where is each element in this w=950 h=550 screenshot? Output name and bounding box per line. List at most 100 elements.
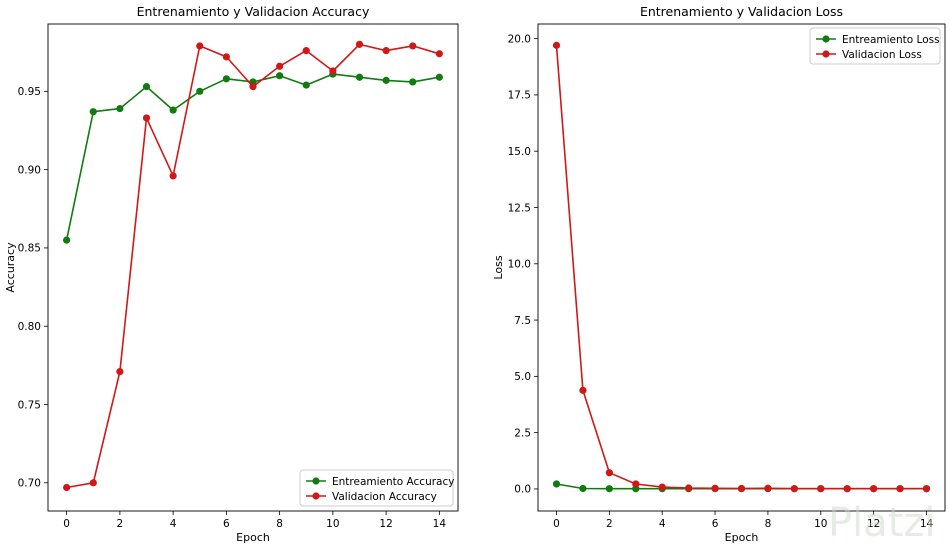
data-point bbox=[382, 76, 390, 84]
data-point bbox=[196, 87, 204, 95]
x-tick-label: 12 bbox=[379, 518, 392, 530]
y-tick-label: 5.0 bbox=[514, 371, 531, 383]
data-point bbox=[896, 485, 904, 493]
y-tick-label: 20.0 bbox=[508, 33, 531, 45]
data-point bbox=[605, 485, 613, 493]
x-tick-label: 14 bbox=[433, 518, 447, 530]
legend-marker bbox=[822, 50, 830, 58]
data-point bbox=[302, 47, 310, 55]
legend-marker bbox=[312, 477, 320, 485]
series-line bbox=[555, 45, 927, 490]
data-point bbox=[870, 485, 878, 493]
data-point bbox=[922, 485, 931, 493]
x-tick-label: 0 bbox=[63, 518, 70, 530]
data-point bbox=[276, 62, 284, 70]
data-point bbox=[409, 42, 417, 50]
legend: Entreamiento Accuracy Validacion Accuracy bbox=[299, 469, 454, 507]
x-tick-label: 6 bbox=[223, 518, 230, 530]
data-point bbox=[222, 53, 230, 61]
x-tick-label: 10 bbox=[326, 518, 339, 530]
data-point bbox=[658, 483, 666, 491]
legend-marker bbox=[822, 35, 830, 43]
series-training bbox=[63, 70, 443, 244]
data-point bbox=[142, 83, 151, 91]
data-point bbox=[409, 78, 417, 86]
data-point bbox=[302, 81, 310, 89]
data-point bbox=[552, 480, 561, 488]
data-point bbox=[579, 386, 587, 394]
x-tick-label: 0 bbox=[553, 518, 560, 530]
legend-label: Entreamiento Accuracy bbox=[332, 476, 454, 488]
data-point bbox=[764, 484, 772, 492]
y-tick-label: 0.90 bbox=[18, 164, 41, 176]
plot-frame bbox=[47, 23, 459, 512]
data-point bbox=[116, 104, 124, 113]
data-point bbox=[116, 368, 124, 376]
data-point bbox=[632, 480, 640, 488]
data-point bbox=[790, 485, 798, 493]
y-tick-label: 10.0 bbox=[508, 259, 531, 271]
x-tick-label: 10 bbox=[814, 518, 827, 530]
data-point bbox=[605, 469, 613, 477]
data-point bbox=[355, 73, 364, 81]
data-point bbox=[196, 42, 204, 50]
chart-title: Entrenamiento y Validacion Loss bbox=[640, 4, 843, 19]
y-tick-label: 12.5 bbox=[508, 202, 531, 214]
data-point bbox=[89, 479, 97, 487]
data-point bbox=[222, 75, 230, 83]
data-point bbox=[169, 106, 177, 114]
y-tick-label: 0.75 bbox=[18, 399, 41, 411]
y-tick-label: 0.70 bbox=[18, 478, 41, 490]
data-point bbox=[63, 483, 71, 492]
chart-title: Entrenamiento y Validacion Accuracy bbox=[137, 4, 370, 19]
x-tick-label: 2 bbox=[606, 518, 613, 530]
data-point bbox=[355, 40, 364, 48]
data-point bbox=[63, 236, 71, 244]
data-point bbox=[435, 73, 443, 81]
x-tick-label: 4 bbox=[170, 518, 177, 530]
y-tick-label: 7.5 bbox=[514, 315, 531, 327]
x-tick-label: 4 bbox=[659, 518, 666, 530]
legend-box bbox=[299, 469, 454, 507]
y-tick-label: 15.0 bbox=[508, 146, 531, 158]
y-tick-label: 0.85 bbox=[18, 243, 41, 255]
x-tick-label: 14 bbox=[920, 518, 934, 530]
data-point bbox=[382, 47, 390, 55]
chart-accuracy: Entrenamiento y Validacion Accuracy 0 2 4 6 8… bbox=[4, 4, 459, 544]
data-point bbox=[249, 83, 257, 91]
y-tick-label: 0.80 bbox=[18, 321, 41, 333]
data-point bbox=[737, 484, 746, 493]
legend-label: Validacion Accuracy bbox=[332, 491, 437, 503]
legend-marker bbox=[312, 492, 320, 500]
data-point bbox=[169, 172, 177, 180]
legend-label: Validacion Loss bbox=[842, 49, 922, 61]
data-point bbox=[329, 67, 337, 75]
data-point bbox=[685, 484, 693, 492]
y-tick-label: 0.95 bbox=[18, 86, 41, 98]
legend: Entreamiento Loss Validacion Loss bbox=[809, 27, 941, 65]
x-axis-label: Epoch bbox=[725, 531, 759, 544]
data-point bbox=[817, 485, 825, 493]
data-point bbox=[142, 114, 151, 122]
watermark: Platzi bbox=[828, 500, 936, 546]
legend-label: Entreamiento Loss bbox=[842, 34, 940, 46]
chart-loss: Entrenamiento y Validacion Loss 0 2 4 6 8 10 12… bbox=[492, 4, 946, 544]
x-tick-label: 8 bbox=[765, 518, 772, 530]
data-point bbox=[435, 50, 443, 58]
series-validation bbox=[63, 40, 443, 492]
data-point bbox=[711, 484, 719, 492]
x-tick-label: 8 bbox=[276, 518, 283, 530]
x-tick-label: 12 bbox=[867, 518, 880, 530]
y-tick-label: 2.5 bbox=[514, 427, 531, 439]
watermark-text: Platzi bbox=[828, 500, 936, 546]
legend-box bbox=[809, 27, 941, 65]
y-tick-label: 17.5 bbox=[508, 90, 531, 102]
x-tick-label: 6 bbox=[712, 518, 719, 530]
x-tick-label: 2 bbox=[117, 518, 124, 530]
y-axis-label: Loss bbox=[492, 255, 505, 279]
y-axis-label: Accuracy bbox=[4, 242, 17, 293]
data-point bbox=[579, 484, 587, 493]
series-validation bbox=[552, 41, 931, 493]
series-line bbox=[65, 73, 440, 241]
